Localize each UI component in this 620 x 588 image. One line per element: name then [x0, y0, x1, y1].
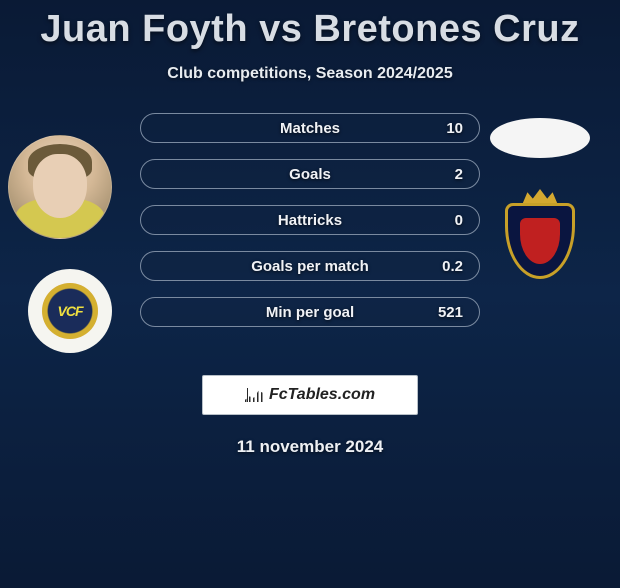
stat-value-right: 521: [438, 304, 463, 321]
source-badge-text: FcTables.com: [269, 386, 375, 404]
stat-bars: Matches 10 Goals 2 Hattricks 0 Goals per…: [140, 113, 480, 343]
date-text: 11 november 2024: [0, 437, 620, 457]
player-left-avatar: [8, 135, 112, 239]
stat-value-right: 2: [455, 166, 463, 183]
club-right-badge: [490, 189, 590, 279]
player-right-avatar: [490, 118, 590, 158]
club-left-crest: VCF: [42, 283, 98, 339]
stat-value-right: 10: [446, 120, 463, 137]
subtitle: Club competitions, Season 2024/2025: [0, 65, 620, 83]
stat-bar-matches: Matches 10: [140, 113, 480, 143]
stat-bar-min-per-goal: Min per goal 521: [140, 297, 480, 327]
stat-label: Hattricks: [278, 212, 342, 229]
page-title: Juan Foyth vs Bretones Cruz: [0, 8, 620, 51]
club-left-badge: VCF: [28, 269, 112, 353]
stat-bar-hattricks: Hattricks 0: [140, 205, 480, 235]
stat-label: Goals per match: [251, 258, 369, 275]
club-left-initials: VCF: [58, 303, 83, 319]
stat-value-right: 0.2: [442, 258, 463, 275]
comparison-panel: VCF Matches 10 Goals 2 Hattricks 0 Goals…: [0, 113, 620, 353]
stat-label: Goals: [289, 166, 331, 183]
source-badge[interactable]: FcTables.com: [202, 375, 418, 415]
chart-icon: [245, 388, 263, 402]
shield-icon: [505, 203, 575, 279]
stat-bar-goals: Goals 2: [140, 159, 480, 189]
stat-label: Min per goal: [266, 304, 354, 321]
stat-label: Matches: [280, 120, 340, 137]
stat-value-right: 0: [455, 212, 463, 229]
stat-bar-goals-per-match: Goals per match 0.2: [140, 251, 480, 281]
